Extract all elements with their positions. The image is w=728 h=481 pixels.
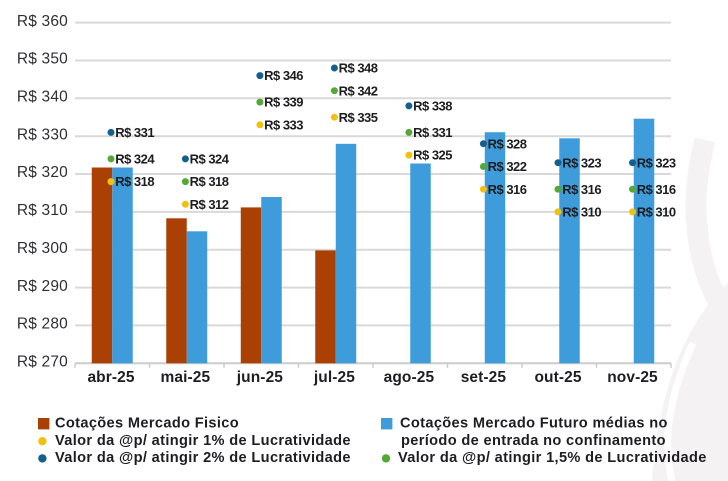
- svg-text:R$ 318: R$ 318: [190, 174, 229, 189]
- svg-text:R$ 310: R$ 310: [637, 205, 676, 220]
- svg-text:R$ 316: R$ 316: [562, 182, 601, 197]
- svg-text:R$ 322: R$ 322: [488, 159, 527, 174]
- svg-text:R$ 270: R$ 270: [17, 354, 68, 371]
- svg-text:R$ 331: R$ 331: [115, 125, 154, 140]
- svg-text:R$ 310: R$ 310: [562, 205, 601, 220]
- svg-text:Cotações Mercado Futuro médias: Cotações Mercado Futuro médias no: [400, 416, 668, 432]
- svg-text:R$ 323: R$ 323: [562, 155, 601, 170]
- svg-text:ago-25: ago-25: [384, 369, 435, 386]
- svg-text:R$ 324: R$ 324: [190, 152, 230, 167]
- svg-text:R$ 350: R$ 350: [17, 51, 68, 68]
- svg-text:mai-25: mai-25: [161, 369, 211, 386]
- svg-text:R$ 310: R$ 310: [17, 202, 68, 219]
- svg-text:R$ 318: R$ 318: [115, 174, 154, 189]
- svg-text:R$ 339: R$ 339: [264, 95, 303, 110]
- svg-text:R$ 280: R$ 280: [17, 316, 68, 333]
- svg-text:R$ 328: R$ 328: [488, 136, 527, 151]
- svg-text:abr-25: abr-25: [87, 369, 134, 386]
- svg-text:R$ 290: R$ 290: [17, 278, 68, 295]
- svg-text:jun-25: jun-25: [236, 369, 284, 386]
- svg-text:R$ 316: R$ 316: [488, 182, 527, 197]
- svg-text:nov-25: nov-25: [607, 369, 658, 386]
- svg-text:R$ 360: R$ 360: [17, 13, 68, 30]
- svg-text:R$ 300: R$ 300: [17, 240, 68, 257]
- svg-text:jul-25: jul-25: [313, 369, 355, 386]
- svg-text:Cotações Mercado Fisico: Cotações Mercado Fisico: [55, 416, 239, 432]
- svg-text:R$ 331: R$ 331: [413, 125, 452, 140]
- svg-text:R$ 316: R$ 316: [637, 182, 676, 197]
- svg-text:R$ 324: R$ 324: [115, 152, 155, 167]
- svg-text:R$ 323: R$ 323: [637, 155, 676, 170]
- svg-text:Valor da @p/ atingir 2% de Luc: Valor da @p/ atingir 2% de Lucratividade: [55, 450, 351, 466]
- svg-text:R$ 348: R$ 348: [339, 61, 378, 76]
- svg-text:R$ 312: R$ 312: [190, 197, 229, 212]
- svg-text:R$ 320: R$ 320: [17, 164, 68, 181]
- svg-text:R$ 330: R$ 330: [17, 126, 68, 143]
- svg-text:R$ 340: R$ 340: [17, 89, 68, 106]
- svg-text:R$ 325: R$ 325: [413, 148, 452, 163]
- svg-text:R$ 335: R$ 335: [339, 110, 378, 125]
- svg-text:R$ 346: R$ 346: [264, 68, 303, 83]
- svg-text:Valor da @p/ atingir 1% de Luc: Valor da @p/ atingir 1% de Lucratividade: [55, 433, 351, 449]
- svg-text:set-25: set-25: [461, 369, 507, 386]
- svg-text:R$ 338: R$ 338: [413, 99, 452, 114]
- svg-text:R$ 333: R$ 333: [264, 117, 303, 132]
- svg-text:Valor da @p/ atingir 1,5% de L: Valor da @p/ atingir 1,5% de Lucrativida…: [398, 450, 707, 466]
- svg-text:out-25: out-25: [534, 369, 581, 386]
- svg-text:período de entrada no confinam: período de entrada no confinamento: [401, 433, 666, 449]
- svg-text:R$ 342: R$ 342: [339, 83, 378, 98]
